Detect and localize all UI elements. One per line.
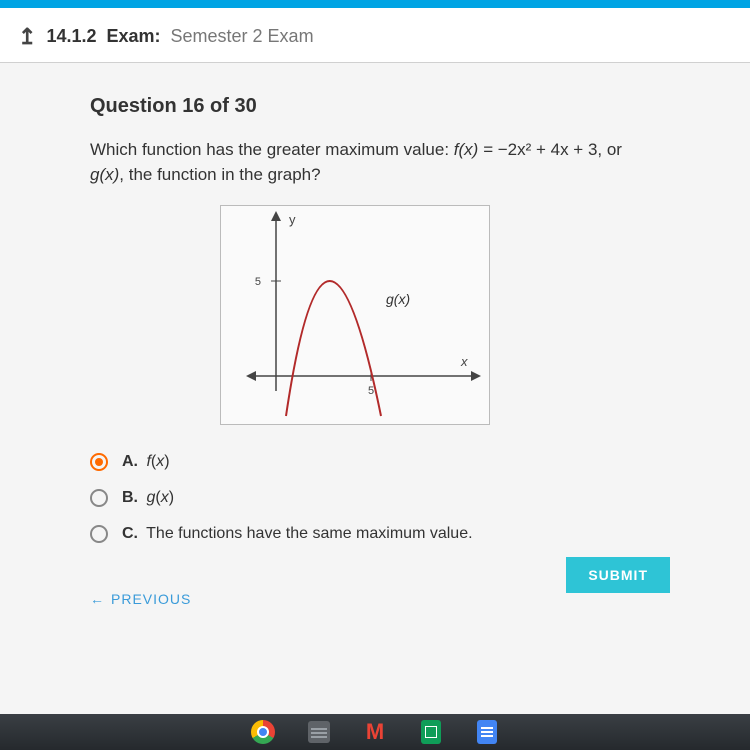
graph-box: 5 5 y x g(x)	[220, 205, 490, 425]
option-letter: B.	[122, 489, 138, 506]
exam-header: ↥ 14.1.2 Exam: Semester 2 Exam	[0, 8, 750, 63]
option-text-a: f(x)	[146, 453, 169, 470]
option-letter: C.	[122, 525, 138, 542]
submit-button[interactable]: SUBMIT	[566, 557, 670, 593]
x-axis-arrow-left-icon	[246, 371, 256, 381]
exam-number: 14.1.2	[46, 26, 96, 47]
answer-option-c[interactable]: C. The functions have the same maximum v…	[90, 525, 710, 543]
y-axis-arrow-icon	[271, 211, 281, 221]
q-f-lhs: f(x) =	[454, 140, 498, 159]
window-titlebar	[0, 0, 750, 8]
option-letter: A.	[122, 453, 138, 470]
exam-title: Semester 2 Exam	[171, 26, 314, 47]
nav-footer: ← PREVIOUS SUBMIT	[90, 581, 710, 617]
g-curve	[286, 281, 381, 416]
y-axis-label: y	[289, 212, 296, 227]
taskbar: M	[0, 714, 750, 750]
q-g: g(x)	[90, 165, 119, 184]
q-mid: , or	[597, 140, 622, 159]
question-text: Which function has the greater maximum v…	[90, 138, 650, 187]
gmail-icon[interactable]: M	[361, 718, 389, 746]
radio-a[interactable]	[90, 453, 108, 471]
sheets-icon[interactable]	[417, 718, 445, 746]
question-panel: Question 16 of 30 Which function has the…	[0, 63, 750, 714]
answer-option-b[interactable]: B. g(x)	[90, 489, 710, 507]
answer-option-a[interactable]: A. f(x)	[90, 453, 710, 471]
g-label: g(x)	[386, 291, 410, 307]
function-graph: 5 5 y x g(x)	[221, 206, 491, 426]
q-f-rhs: −2x² + 4x + 3	[498, 140, 598, 159]
previous-button[interactable]: ← PREVIOUS	[90, 591, 191, 607]
question-number: Question 16 of 30	[90, 95, 710, 118]
x-axis-arrow-right-icon	[471, 371, 481, 381]
exam-label: Exam:	[106, 26, 160, 47]
q-prefix: Which function has the greater maximum v…	[90, 140, 454, 159]
arrow-left-icon: ←	[90, 591, 105, 607]
previous-label: PREVIOUS	[111, 591, 191, 607]
y-tick-label: 5	[255, 276, 261, 288]
x-tick-label: 5	[368, 385, 374, 397]
answer-list: A. f(x) B. g(x) C. The functions have th…	[90, 453, 710, 543]
radio-b[interactable]	[90, 489, 108, 507]
files-icon[interactable]	[305, 718, 333, 746]
q-suffix: , the function in the graph?	[119, 165, 320, 184]
chrome-icon[interactable]	[249, 718, 277, 746]
option-text-b: g(x)	[146, 489, 174, 506]
docs-icon[interactable]	[473, 718, 501, 746]
option-text-c: The functions have the same maximum valu…	[146, 525, 472, 542]
x-axis-label: x	[460, 354, 468, 369]
radio-c[interactable]	[90, 525, 108, 543]
back-arrow-icon[interactable]: ↥	[18, 24, 36, 50]
